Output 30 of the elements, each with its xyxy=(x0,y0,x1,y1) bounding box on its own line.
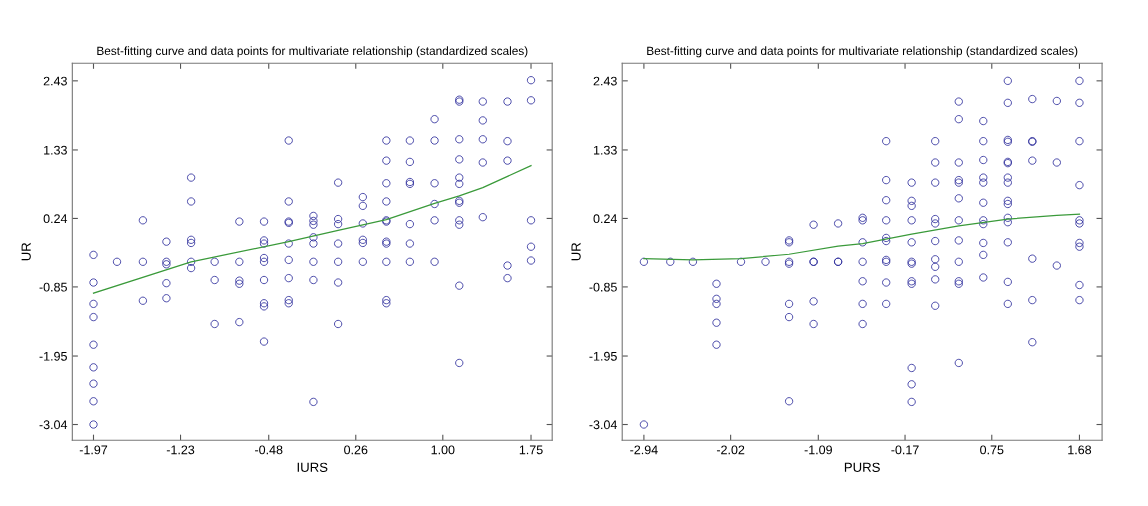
x-axis-title: IURS xyxy=(297,462,328,472)
y-tick-label: 0.24 xyxy=(43,214,68,224)
y-tick-label: 1.33 xyxy=(44,145,67,155)
x-tick-label: 1.75 xyxy=(519,445,543,455)
y-tick-label: -1.95 xyxy=(589,351,617,361)
x-tick-label: 0.26 xyxy=(344,445,368,455)
x-tick-label: -0.48 xyxy=(255,445,283,455)
x-tick-label: -1.97 xyxy=(79,445,108,455)
chart-title: Best-fitting curve and data points for multivariate relationship (standardized scales) xyxy=(647,46,1078,58)
x-tick-label: -1.09 xyxy=(804,445,832,455)
y-tick-label: -3.04 xyxy=(589,420,617,430)
y-tick-label: -0.85 xyxy=(589,282,617,292)
y-tick-label: -1.95 xyxy=(39,351,67,361)
chart-title: Best-fitting curve and data points for multivariate relationship (standardized scales) xyxy=(97,46,528,58)
x-tick-label: -2.94 xyxy=(630,445,658,455)
y-tick-label: 2.43 xyxy=(593,76,617,86)
y-axis-title: UR xyxy=(21,242,31,261)
x-tick-label: -1.23 xyxy=(166,445,195,455)
y-tick-label: -3.04 xyxy=(39,420,68,430)
x-tick-label: -0.17 xyxy=(891,445,919,455)
y-axis-title: UR xyxy=(571,242,581,261)
x-axis-title: PURS xyxy=(844,462,880,472)
y-tick-label: 1.33 xyxy=(593,145,617,155)
x-tick-label: 1.00 xyxy=(431,445,455,455)
y-tick-label: 2.43 xyxy=(43,76,67,86)
x-tick-label: -2.02 xyxy=(716,445,745,455)
x-tick-label: 0.75 xyxy=(980,445,1004,455)
y-tick-label: -0.85 xyxy=(39,282,67,292)
y-tick-label: 0.24 xyxy=(593,214,617,224)
x-tick-label: 1.68 xyxy=(1068,445,1092,455)
